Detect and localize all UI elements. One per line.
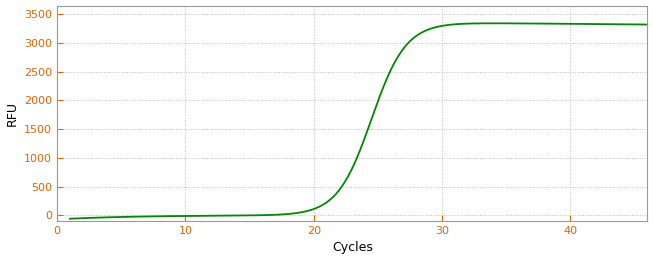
X-axis label: Cycles: Cycles	[332, 242, 373, 255]
Y-axis label: RFU: RFU	[6, 101, 18, 126]
